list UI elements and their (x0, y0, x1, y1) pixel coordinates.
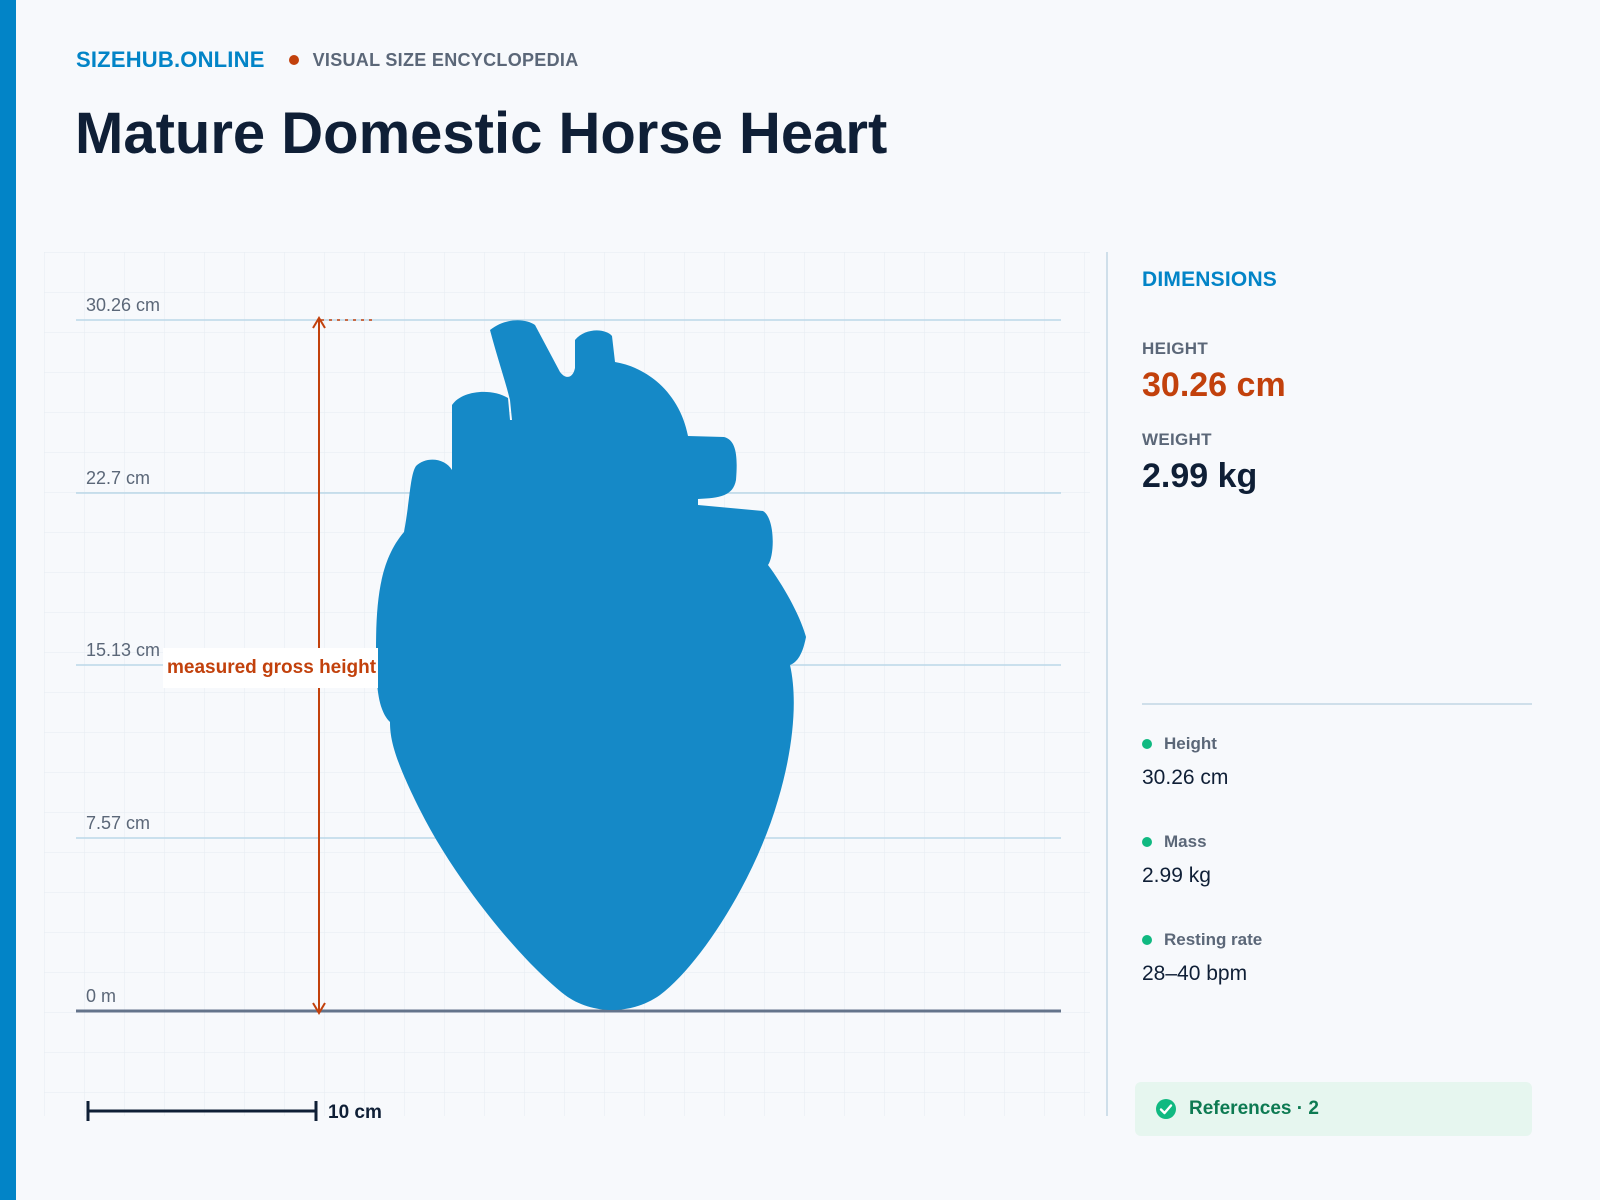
arrow-down-icon (312, 1002, 326, 1015)
arrow-up-icon (312, 316, 326, 329)
dimensions-heading: DIMENSIONS (1142, 268, 1278, 291)
height-value: 30.26 cm (1142, 366, 1286, 404)
fact-label: Mass (1164, 832, 1207, 851)
tick-label: 0 m (86, 986, 116, 1006)
status-dot-icon (1142, 935, 1152, 945)
size-diagram: 30.26 cm 22.7 cm 15.13 cm 7.57 cm 0 m me… (44, 252, 1090, 1123)
separator-dot-icon (288, 55, 299, 65)
measurement-label: measured gross height (167, 657, 377, 678)
status-dot-icon (1142, 739, 1152, 749)
fact-label: Height (1164, 734, 1217, 753)
fact-item-resting-rate: Resting rate 28–40 bpm (1142, 930, 1522, 986)
scale-bar-label: 10 cm (328, 1102, 382, 1123)
tick-label: 7.57 cm (86, 813, 150, 833)
weight-value: 2.99 kg (1142, 457, 1258, 495)
check-circle-icon (1156, 1099, 1176, 1119)
references-button[interactable]: References · 2 (1135, 1082, 1532, 1136)
tick-label: 15.13 cm (86, 640, 160, 660)
page-title: Mature Domestic Horse Heart (75, 101, 888, 166)
site-header: SIZEHUB.ONLINE VISUAL SIZE ENCYCLOPEDIA (76, 47, 579, 73)
site-tagline: VISUAL SIZE ENCYCLOPEDIA (312, 49, 579, 70)
height-label: HEIGHT (1142, 339, 1209, 358)
fact-value: 30.26 cm (1142, 766, 1229, 789)
weight-label: WEIGHT (1142, 430, 1212, 449)
fact-value: 28–40 bpm (1142, 962, 1248, 985)
status-dot-icon (1142, 837, 1152, 847)
references-label: References · 2 (1189, 1098, 1319, 1119)
section-divider (1142, 703, 1532, 705)
heart-icon (376, 320, 806, 1010)
measurement-label-bg (163, 648, 378, 688)
fact-item-mass: Mass 2.99 kg (1142, 832, 1522, 888)
panel-divider (1106, 252, 1108, 1116)
left-accent-bar (0, 0, 16, 1200)
tick-label: 22.7 cm (86, 468, 150, 488)
fact-item-height: Height 30.26 cm (1142, 734, 1522, 790)
fact-label: Resting rate (1164, 930, 1263, 949)
brand-link[interactable]: SIZEHUB.ONLINE (76, 47, 265, 72)
tick-label: 30.26 cm (86, 295, 160, 315)
fact-value: 2.99 kg (1142, 864, 1211, 887)
